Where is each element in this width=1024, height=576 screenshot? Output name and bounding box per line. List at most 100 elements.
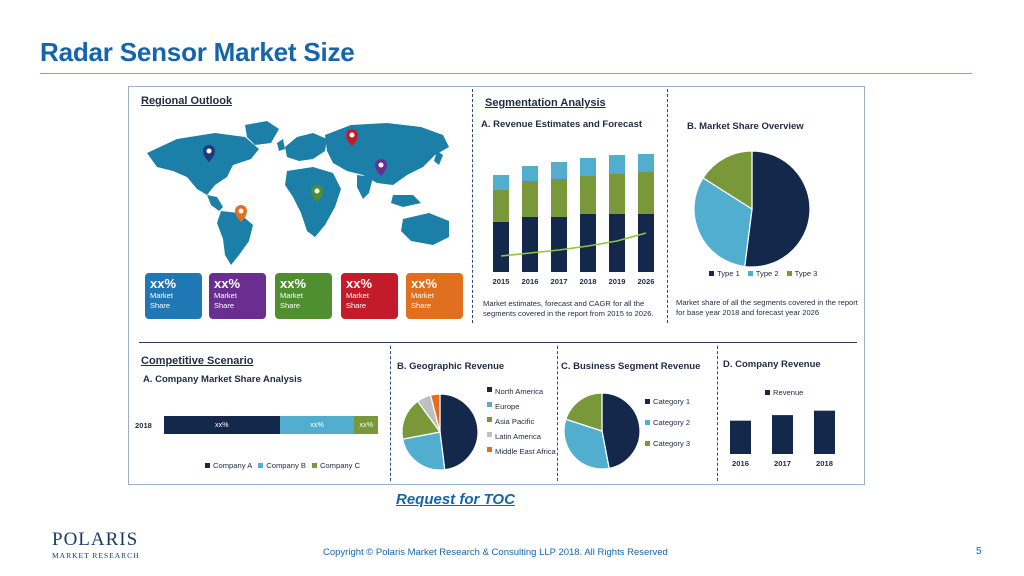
segmentation-heading: Segmentation Analysis — [485, 97, 606, 109]
map-pin-asia — [375, 159, 387, 176]
legend-swatch — [487, 417, 492, 422]
polaris-logo: POLARIS MARKET RESEARCH — [52, 530, 140, 560]
x-tick-label: 2015 — [493, 277, 511, 286]
legend-label: Category 3 — [653, 439, 691, 448]
legend-label: Type 3 — [794, 269, 818, 278]
market-share-title: B. Market Share Overview — [687, 121, 804, 132]
revenue-bar-segment — [493, 190, 509, 222]
revenue-bar-segment — [638, 172, 654, 214]
india-shape — [357, 175, 373, 199]
australia-shape — [401, 213, 449, 245]
slide-title: Radar Sensor Market Size — [40, 37, 355, 67]
trend-line — [500, 232, 647, 257]
business-segment-title: C. Business Segment Revenue — [561, 361, 701, 372]
geographic-revenue-title: B. Geographic Revenue — [397, 361, 505, 372]
revenue-bar-segment — [551, 162, 567, 179]
legend-label: Asia Pacific — [495, 417, 535, 426]
revenue-bar-segment — [493, 175, 509, 190]
revenue-bar-segment — [580, 158, 596, 176]
card-label: Market — [411, 291, 434, 300]
legend-swatch — [747, 271, 753, 276]
revenue-bar-segment — [522, 181, 538, 217]
card-value: xx% — [411, 276, 438, 291]
business-legend-item: Category 2 — [645, 418, 690, 427]
pie-slice — [401, 400, 442, 440]
pie-slice — [601, 392, 641, 470]
revenue-bar — [772, 415, 793, 454]
divider-geo-business — [557, 346, 558, 481]
legend-swatch — [645, 399, 650, 404]
legend-label: Europe — [495, 402, 520, 411]
africa-shape — [285, 167, 341, 237]
pie-slice — [565, 392, 603, 432]
geo-legend-item: North America — [487, 387, 563, 396]
divider-business-company — [717, 346, 718, 481]
revenue-forecast-title: A. Revenue Estimates and Forecast — [481, 119, 643, 130]
pie-slice — [744, 150, 811, 268]
revenue-bar-segment — [580, 176, 596, 214]
legend-swatch — [258, 463, 264, 468]
north-america-shape — [147, 133, 259, 195]
legend-label: Type 1 — [717, 269, 740, 278]
business-segment-legend: Category 1 Category 2 Category 3 — [645, 397, 690, 460]
share-legend-item: Type 2 — [747, 269, 779, 278]
section-divider — [139, 342, 857, 343]
world-map — [147, 121, 449, 265]
legend-swatch — [709, 271, 714, 276]
revenue-bar-segment — [522, 217, 538, 272]
card-value: xx% — [214, 276, 241, 291]
company-revenue-title: D. Company Revenue — [723, 359, 821, 370]
card-value: xx% — [150, 276, 177, 291]
infographic-panel: Regional Outlook — [128, 86, 865, 485]
company-revenue-legend: Revenue — [765, 388, 803, 397]
card-label: Share — [150, 300, 171, 310]
legend-swatch — [786, 271, 792, 276]
company-revenue-chart: 2016 2017 2018 — [730, 410, 835, 468]
greenland-shape — [245, 121, 279, 145]
revenue-bar-segment — [609, 155, 625, 174]
card-label: Share — [280, 300, 301, 310]
japan-shape — [434, 151, 443, 165]
company-share-year: 2018 — [135, 421, 152, 430]
card-label: Share — [346, 300, 367, 310]
divider-regional-segmentation — [472, 89, 473, 323]
pie-slice — [563, 418, 610, 470]
legend-swatch — [311, 463, 317, 468]
legend-label: North America — [495, 387, 544, 396]
revenue-bar-segment — [522, 166, 538, 181]
business-legend-item: Category 1 — [645, 397, 690, 406]
x-tick-label: 2018 — [816, 459, 833, 468]
company-legend-item: Company B — [258, 461, 306, 470]
geo-legend-item: Europe — [487, 402, 563, 411]
map-pin-europe — [346, 129, 358, 146]
legend-label: Company B — [266, 461, 306, 470]
card-value: xx% — [346, 276, 373, 291]
company-share-segment: xx% — [279, 416, 355, 434]
map-pin-africa — [311, 185, 323, 202]
card-label: Market — [346, 291, 369, 300]
central-america-shape — [207, 195, 223, 211]
card-label: Market — [150, 291, 173, 300]
x-tick-label: 2018 — [580, 277, 597, 286]
company-share-bar: xx% xx% xx% — [164, 416, 378, 434]
legend-label: Middle East Africa — [495, 447, 556, 456]
company-share-title: A. Company Market Share Analysis — [143, 374, 303, 385]
legend-label: Category 1 — [653, 397, 691, 406]
geo-legend-item: Asia Pacific — [487, 417, 563, 426]
legend-swatch — [765, 390, 770, 395]
card-label: Market — [214, 291, 237, 300]
revenue-bar — [814, 410, 835, 454]
revenue-bar — [730, 420, 751, 454]
legend-swatch — [645, 441, 650, 446]
request-toc-link[interactable]: Request for TOC — [396, 491, 515, 508]
card-label: Share — [411, 300, 432, 310]
asia-shape — [325, 123, 449, 185]
legend-swatch — [487, 447, 492, 452]
business-legend-item: Category 3 — [645, 439, 690, 448]
competitive-heading: Competitive Scenario — [141, 355, 254, 367]
x-tick-label: 2026 — [638, 277, 655, 286]
company-legend-item: Company C — [311, 461, 360, 470]
legend-label: Type 2 — [755, 269, 779, 278]
se-asia-shape — [391, 195, 421, 207]
page-number: 5 — [976, 546, 982, 557]
